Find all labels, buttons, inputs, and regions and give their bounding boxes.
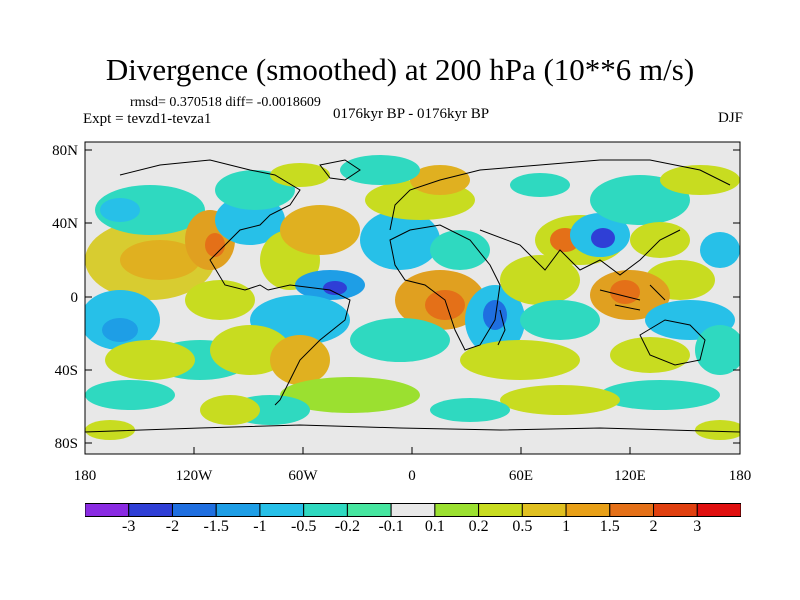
season-label: DJF [717, 110, 743, 126]
colorbar-box [390, 503, 436, 517]
coastlines [85, 159, 740, 433]
lat-label-0: 0 [71, 290, 79, 306]
colorbar-box [565, 503, 611, 517]
colorbar-label: 3 [693, 518, 702, 535]
colorbar-box [434, 503, 480, 517]
colorbar-box [85, 503, 130, 517]
lat-label-80n: 80N [52, 143, 78, 159]
lat-label-40s: 40S [55, 363, 78, 379]
colorbar-box [346, 503, 392, 517]
period-label: 0176kyr BP - 0176kyr BP [332, 106, 490, 122]
colorbar [85, 503, 741, 517]
colorbar-label: -0.1 [378, 518, 404, 535]
colorbar-box [215, 503, 261, 517]
lon-label-60e: 60E [509, 468, 533, 484]
colorbar-label: 1.5 [599, 518, 620, 535]
colorbar-label: 1 [562, 518, 571, 535]
colorbar-box [303, 503, 348, 517]
colorbar-box [128, 503, 173, 517]
lon-label-60w: 60W [288, 468, 318, 484]
lat-label-80s: 80S [55, 436, 78, 452]
colorbar-label: 0.2 [468, 518, 489, 535]
colorbar-box [171, 503, 217, 517]
lon-label-0: 0 [408, 468, 416, 484]
lon-label-120w: 120W [176, 468, 214, 484]
colorbar-label: 2 [649, 518, 658, 535]
colorbar-box [521, 503, 567, 517]
lat-label-40n: 40N [52, 216, 78, 232]
colorbar-label: 0.1 [424, 518, 445, 535]
colorbar-box [609, 503, 655, 517]
colorbar-label: -1.5 [203, 518, 229, 535]
colorbar-label: -1 [253, 518, 267, 535]
stats-text: rmsd= 0.370518 diff= -0.0018609 [130, 95, 321, 110]
colorbar-label: -0.2 [334, 518, 361, 535]
colorbar-label: -2 [165, 518, 180, 535]
lat-tick-marks [84, 149, 741, 454]
colorbar-label: -0.5 [290, 518, 317, 535]
colorbar-box [478, 503, 523, 517]
chart-title: Divergence (smoothed) at 200 hPa (10**6 … [105, 52, 695, 87]
experiment-label: Expt = tevzd1-tevza1 [83, 111, 212, 127]
colorbar-box [259, 503, 305, 517]
colorbar-label: 0.5 [512, 518, 533, 535]
lon-label-180-east: 180 [729, 468, 752, 484]
field-layer [85, 142, 740, 454]
divergence-fill [85, 155, 740, 440]
colorbar-box [653, 503, 698, 517]
lon-label-120e: 120E [614, 468, 646, 484]
lon-label-180-west: 180 [74, 468, 97, 484]
colorbar-box [696, 503, 741, 517]
colorbar-label: -3 [122, 518, 136, 535]
